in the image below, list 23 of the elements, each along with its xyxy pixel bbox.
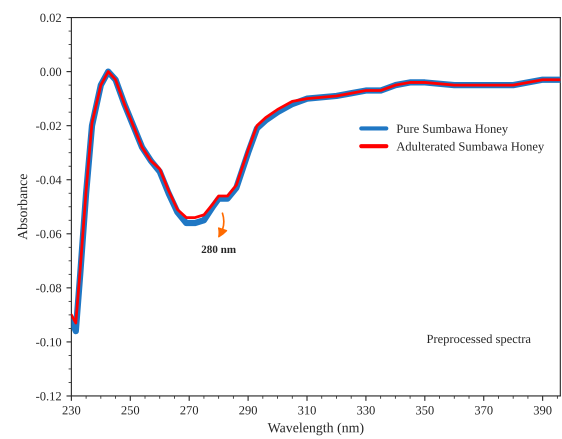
y-tick-label: -0.08 [36, 284, 62, 292]
x-tick-label: 310 [298, 406, 316, 414]
y-tick-label: -0.04 [36, 176, 62, 184]
y-tick-label: 0.00 [40, 68, 62, 76]
x-tick-label: 230 [62, 406, 80, 414]
x-tick-label: 250 [121, 406, 140, 414]
y-tick-label: -0.06 [36, 230, 62, 238]
annotation: Preprocessed spectra [426, 334, 531, 346]
x-tick-label: 350 [416, 406, 434, 414]
annotation: 280 nm [202, 246, 236, 254]
x-tick-label: 390 [534, 406, 552, 414]
y-tick-label: 0.02 [40, 14, 61, 22]
y-axis-title: Absorbance [17, 174, 28, 240]
legend-label: Adulterated Sumbawa Honey [396, 142, 544, 154]
legend-label: Pure Sumbawa Honey [396, 124, 508, 136]
x-tick-label: 270 [180, 406, 198, 414]
x-tick-label: 370 [474, 406, 493, 414]
y-tick-label: -0.02 [36, 122, 61, 130]
y-tick-label: -0.10 [36, 338, 62, 346]
x-axis-title: Wavelength (nm) [268, 422, 364, 436]
y-tick-label: -0.12 [36, 392, 61, 400]
x-tick-label: 290 [239, 406, 257, 414]
x-tick-label: 330 [357, 406, 375, 414]
